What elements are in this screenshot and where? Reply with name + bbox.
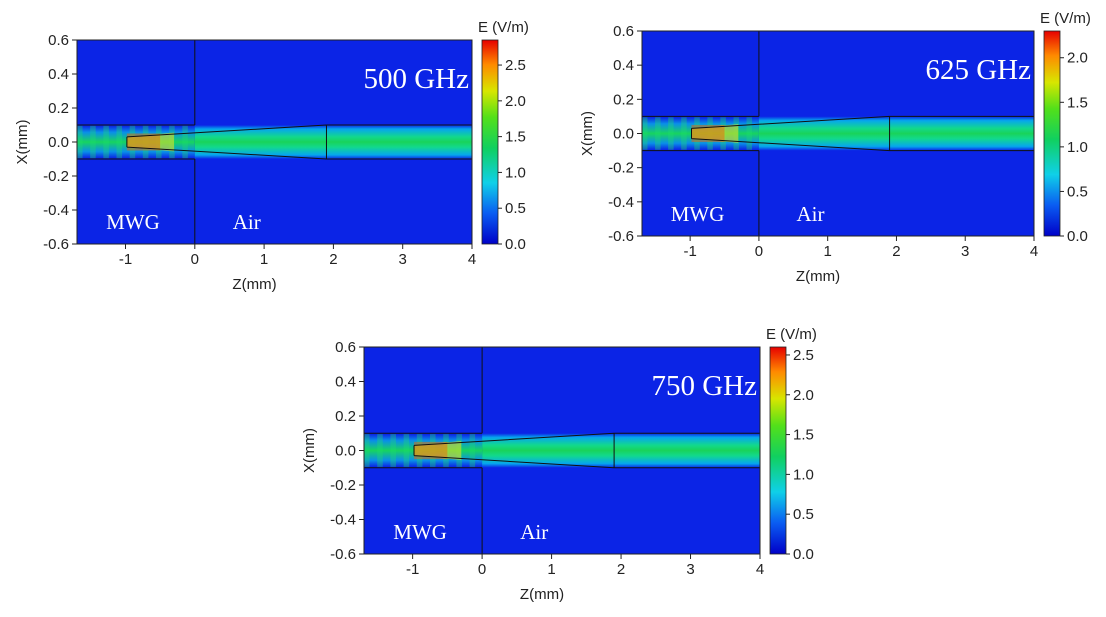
colorbar-tick-label: 0.0 xyxy=(505,236,526,253)
x-tick-label: 4 xyxy=(756,561,764,578)
x-tick-label: -1 xyxy=(683,243,696,260)
y-tick-label: 0.6 xyxy=(48,32,69,49)
region-label-mwg: MWG xyxy=(671,202,725,226)
y-axis-title: X(mm) xyxy=(579,111,596,156)
colorbar-title: E (V/m) xyxy=(1040,10,1091,27)
x-tick-label: 3 xyxy=(961,243,969,260)
x-tick-label: -1 xyxy=(119,251,132,268)
x-tick-label: 1 xyxy=(824,243,832,260)
y-axis-title: X(mm) xyxy=(14,120,31,165)
frequency-label: 625 GHz xyxy=(925,54,1031,86)
taper-outline xyxy=(413,432,760,469)
x-tick-label: 3 xyxy=(686,561,694,578)
air-beam xyxy=(482,433,760,468)
y-tick-label: -0.6 xyxy=(608,228,634,245)
colorbar-tick-label: 1.5 xyxy=(793,427,814,444)
x-tick-label: 0 xyxy=(755,243,763,260)
colorbar-tick-label: 0.0 xyxy=(793,546,814,563)
y-tick-label: -0.4 xyxy=(43,202,69,219)
y-tick-label: -0.2 xyxy=(608,160,634,177)
y-tick-label: 0.0 xyxy=(48,134,69,151)
x-tick-label: 1 xyxy=(547,561,555,578)
y-tick-label: 0.0 xyxy=(335,443,356,460)
x-tick-label: 0 xyxy=(478,561,486,578)
y-tick-label: 0.6 xyxy=(613,23,634,40)
taper-hotspot xyxy=(126,133,161,151)
x-tick-label: -1 xyxy=(406,561,419,578)
colorbar xyxy=(481,39,499,245)
colorbar-title: E (V/m) xyxy=(478,19,529,36)
colorbar-tick-label: 0.5 xyxy=(1067,183,1088,200)
y-tick-label: -0.4 xyxy=(608,194,634,211)
frequency-label: 750 GHz xyxy=(651,370,757,402)
x-tick-label: 2 xyxy=(329,251,337,268)
region-label-air: Air xyxy=(520,520,548,544)
taper-tip-field xyxy=(691,124,739,143)
colorbar-tick-label: 2.0 xyxy=(1067,50,1088,67)
y-tick-label: -0.6 xyxy=(330,546,356,563)
colorbar-tick-label: 0.5 xyxy=(793,506,814,523)
colorbar-tick-label: 1.5 xyxy=(505,129,526,146)
region-label-air: Air xyxy=(233,210,261,234)
colorbar-tick-label: 0.0 xyxy=(1067,228,1088,245)
air-beam xyxy=(758,116,1034,151)
colorbar-tick-label: 2.0 xyxy=(505,93,526,110)
colorbar-tick-label: 1.5 xyxy=(1067,94,1088,111)
taper-tip-field xyxy=(414,441,462,460)
frequency-label: 500 GHz xyxy=(363,63,469,95)
x-axis-title: Z(mm) xyxy=(796,268,840,285)
x-axis-title: Z(mm) xyxy=(520,586,564,603)
x-tick-label: 4 xyxy=(468,251,476,268)
x-tick-label: 2 xyxy=(617,561,625,578)
x-tick-label: 1 xyxy=(260,251,268,268)
x-tick-label: 3 xyxy=(399,251,407,268)
y-tick-label: 0.4 xyxy=(335,374,356,391)
y-tick-label: 0.4 xyxy=(613,57,634,74)
y-tick-label: 0.2 xyxy=(48,100,69,117)
colorbar-tick-label: 1.0 xyxy=(1067,139,1088,156)
x-tick-label: 4 xyxy=(1030,243,1038,260)
taper-hotspot xyxy=(691,124,725,143)
y-tick-label: -0.4 xyxy=(330,512,356,529)
x-tick-label: 2 xyxy=(892,243,900,260)
colorbar-tick-label: 2.0 xyxy=(793,387,814,404)
taper-outline xyxy=(126,124,472,160)
y-tick-label: -0.2 xyxy=(43,168,69,185)
air-beam xyxy=(194,125,473,159)
x-axis-title: Z(mm) xyxy=(232,276,276,293)
heatmap-panel-3: -1 0 1 2 3 4 0.6 0.4 0.2 0.0 -0.2 -0.4 -0.6 Z(mm) X(mm… xyxy=(301,326,817,603)
colorbar-tick-label: 1.0 xyxy=(505,164,526,181)
colorbar xyxy=(769,346,787,555)
region-label-mwg: MWG xyxy=(106,210,160,234)
y-tick-label: 0.6 xyxy=(335,339,356,356)
region-label-mwg: MWG xyxy=(393,520,447,544)
heatmap-panel-2: -1 0 1 2 3 4 0.6 0.4 0.2 0.0 -0.2 -0.4 -0.6 Z(mm) X(mm… xyxy=(579,10,1091,285)
colorbar-tick-label: 1.0 xyxy=(793,466,814,483)
colorbar-title: E (V/m) xyxy=(766,326,817,343)
colorbar-tick-label: 0.5 xyxy=(505,200,526,217)
taper-hotspot xyxy=(414,441,448,460)
taper-outline xyxy=(691,115,1034,152)
colorbar-tick-label: 2.5 xyxy=(793,347,814,364)
y-tick-label: 0.2 xyxy=(613,91,634,108)
y-tick-label: 0.4 xyxy=(48,66,69,83)
taper-tip-field xyxy=(126,132,175,152)
colorbar xyxy=(1043,30,1061,237)
y-tick-label: 0.0 xyxy=(613,126,634,143)
y-tick-label: 0.2 xyxy=(335,408,356,425)
y-tick-label: -0.2 xyxy=(330,477,356,494)
heatmap-panel-1: -1 0 1 2 3 4 0.6 0.4 0.2 0.0 -0.2 -0.4 -0.6 Z(mm) X(mm… xyxy=(14,19,529,293)
x-tick-label: 0 xyxy=(191,251,199,268)
colorbar-tick-label: 2.5 xyxy=(505,57,526,74)
y-tick-label: -0.6 xyxy=(43,236,69,253)
region-label-air: Air xyxy=(796,202,824,226)
y-axis-title: X(mm) xyxy=(301,428,318,473)
